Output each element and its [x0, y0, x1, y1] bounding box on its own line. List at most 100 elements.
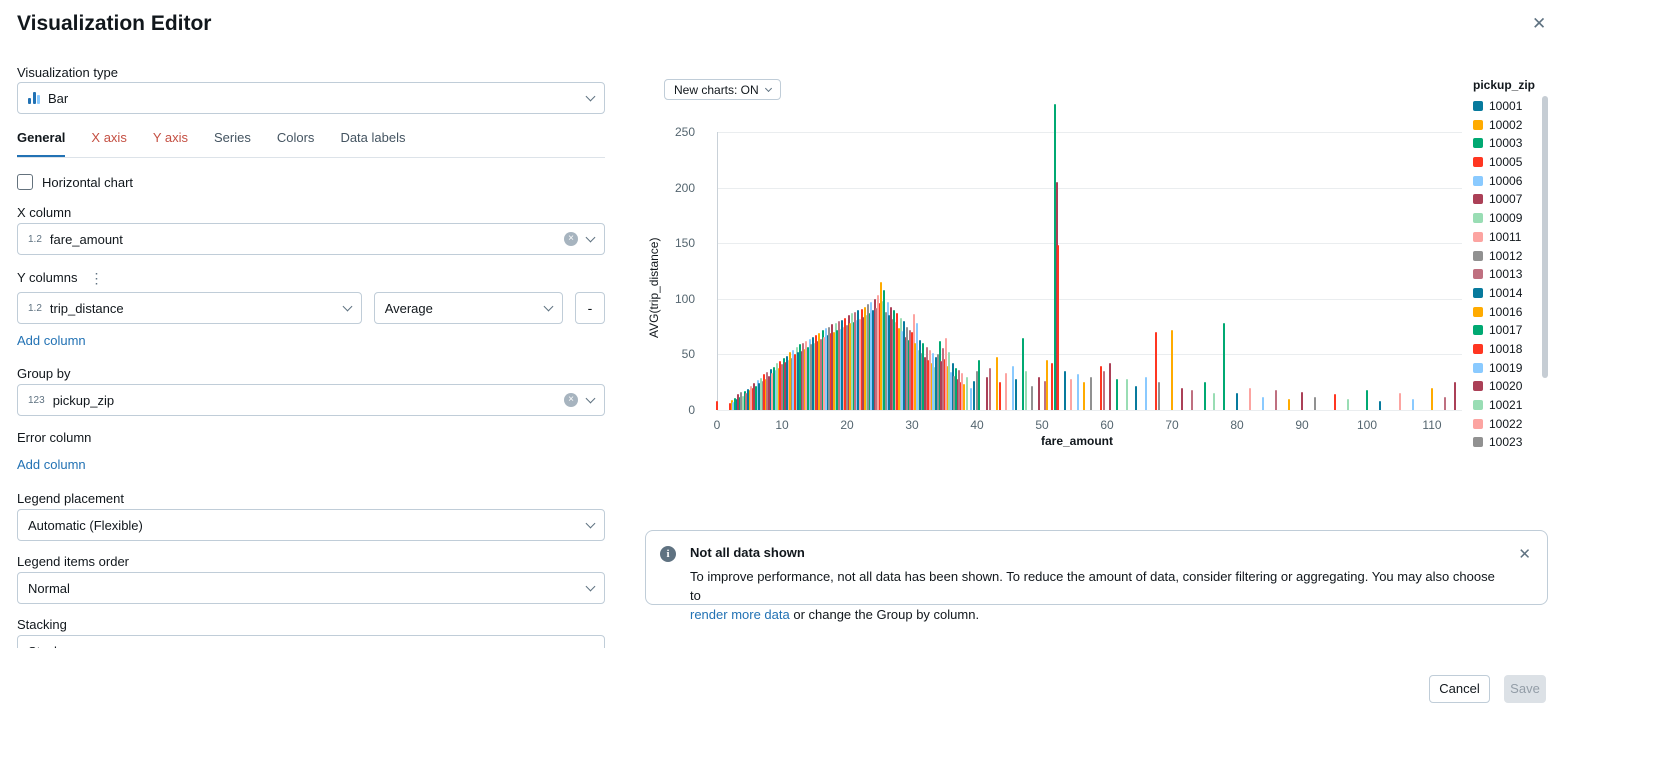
legend-item[interactable]: 10005 [1473, 155, 1549, 170]
bar [935, 356, 938, 410]
new-charts-toggle[interactable]: New charts: ON [664, 79, 781, 100]
legend-item[interactable]: 10018 [1473, 342, 1549, 356]
render-more-data-link[interactable]: render more data [690, 607, 790, 622]
horizontal-chart-row: Horizontal chart [17, 173, 605, 191]
bar [815, 335, 818, 410]
legend-scrollbar[interactable] [1542, 96, 1548, 378]
bar [863, 306, 866, 410]
visualization-type-select[interactable]: Bar [17, 82, 605, 114]
settings-panel: Visualization type Bar General X axis Y … [17, 60, 605, 648]
bar [946, 365, 949, 410]
tab-y-axis[interactable]: Y axis [152, 130, 188, 145]
legend-label: 10005 [1489, 155, 1523, 170]
legend-item[interactable]: 10006 [1473, 174, 1549, 188]
bar [854, 312, 857, 410]
bar [880, 282, 883, 410]
bar [891, 318, 894, 410]
bar [1411, 398, 1414, 410]
legend-item[interactable]: 10009 [1473, 211, 1549, 225]
bar [862, 316, 865, 410]
remove-y-column-button[interactable]: - [575, 292, 605, 324]
bar [855, 319, 858, 410]
legend-item[interactable]: 10013 [1473, 267, 1549, 281]
legend-item[interactable]: 10012 [1473, 249, 1549, 263]
legend-item[interactable]: 10001 [1473, 99, 1549, 113]
x-tick-label: 70 [1165, 418, 1179, 432]
legend-placement-select[interactable]: Automatic (Flexible) [17, 509, 605, 541]
horizontal-chart-checkbox[interactable] [17, 174, 33, 190]
tab-series[interactable]: Series [214, 130, 251, 145]
legend-item[interactable]: 10021 [1473, 398, 1549, 412]
bar [1444, 396, 1446, 410]
x-column-select[interactable]: 1.2 fare_amount × [17, 223, 605, 255]
gridline [717, 298, 1462, 300]
close-icon[interactable]: ✕ [1532, 14, 1547, 33]
legend-swatch [1473, 400, 1483, 410]
bar [998, 382, 1001, 410]
tab-colors[interactable]: Colors [276, 130, 315, 145]
save-button[interactable]: Save [1504, 675, 1546, 703]
cancel-button[interactable]: Cancel [1429, 675, 1490, 703]
legend-item[interactable]: 10020 [1473, 379, 1549, 393]
legend-item[interactable]: 10007 [1473, 192, 1549, 206]
bar [1102, 371, 1105, 410]
group-by-select[interactable]: 123 pickup_zip × [17, 384, 605, 416]
bar [886, 302, 889, 410]
bar [1046, 359, 1049, 410]
bar [837, 321, 840, 410]
bar [958, 369, 961, 410]
clear-icon[interactable]: × [564, 393, 578, 407]
legend-label: 10021 [1489, 398, 1523, 412]
x-axis-title: fare_amount [1040, 434, 1114, 448]
kebab-menu-icon[interactable]: ⋮ [89, 269, 104, 286]
tab-general[interactable]: General [17, 130, 66, 157]
bar [914, 343, 917, 410]
legend-swatch [1473, 343, 1483, 354]
add-error-column-link[interactable]: Add column [17, 457, 86, 472]
bar [829, 333, 832, 410]
bar [850, 313, 853, 410]
gridline [717, 132, 1462, 133]
bar [1050, 363, 1053, 410]
legend-item[interactable]: 10023 [1473, 435, 1549, 449]
x-tick-label: 20 [840, 418, 854, 432]
bar [785, 355, 788, 410]
clear-icon[interactable]: × [564, 232, 578, 246]
legend-item[interactable]: 10003 [1473, 136, 1549, 150]
bar [1021, 337, 1024, 410]
bar [1213, 393, 1216, 410]
bar [1223, 323, 1225, 410]
legend-items-order-select[interactable]: Normal [17, 572, 605, 604]
chart-plot: 0 50 100 150 200 250 0 10 20 30 40 50 60 70 80 90 100 110 [645, 78, 1560, 470]
legend-item[interactable]: 10022 [1473, 417, 1549, 431]
legend-item[interactable]: 10019 [1473, 361, 1549, 375]
x-column-label: X column [17, 205, 72, 220]
y-aggregation-select[interactable]: Average [373, 292, 563, 324]
page-title: Visualization Editor [17, 12, 212, 35]
bar [959, 382, 962, 410]
legend-item[interactable]: 10002 [1473, 118, 1549, 132]
x-column-value: fare_amount [49, 231, 123, 247]
bar [902, 321, 905, 410]
tab-data-labels[interactable]: Data labels [340, 130, 406, 145]
add-y-column-link[interactable]: Add column [17, 333, 86, 348]
bar [919, 339, 922, 410]
bar [945, 337, 948, 410]
bar [755, 385, 757, 410]
bar [821, 329, 824, 410]
bar [792, 349, 795, 410]
alert-close-icon[interactable]: ✕ [1518, 546, 1531, 563]
legend-item[interactable]: 10011 [1473, 230, 1549, 244]
legend-item[interactable]: 10016 [1473, 304, 1549, 319]
tab-x-axis[interactable]: X axis [91, 130, 127, 145]
bar [888, 315, 891, 410]
bar [839, 328, 842, 410]
y-column-select[interactable]: 1.2 trip_distance [17, 292, 362, 324]
group-by-label: Group by [17, 366, 71, 381]
legend-item[interactable]: 10017 [1473, 323, 1549, 337]
legend-item[interactable]: 10014 [1473, 286, 1549, 300]
bar [909, 329, 912, 410]
stacking-select[interactable]: Stack [17, 635, 605, 648]
legend-label: 10016 [1489, 304, 1523, 319]
chevron-down-icon [342, 301, 353, 311]
